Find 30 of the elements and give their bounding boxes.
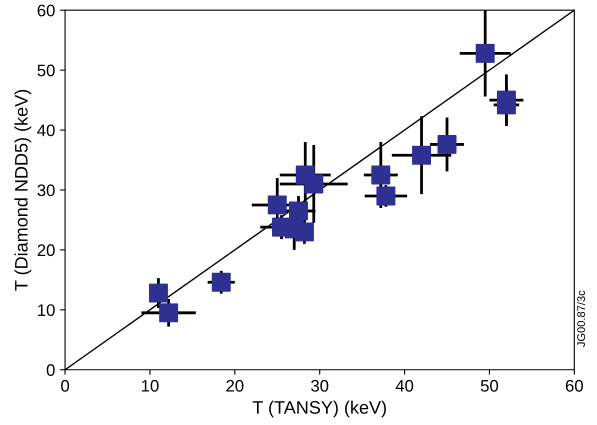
point [376, 186, 396, 206]
x-tick-label: 20 [226, 380, 244, 392]
point [304, 174, 324, 194]
x-tick-label: 50 [480, 380, 498, 392]
point [268, 195, 287, 214]
x-tick-label: 30 [311, 380, 328, 392]
x-tick-label: 0 [61, 380, 70, 392]
y-tick-label: 60 [38, 4, 55, 16]
y-tick-label: 0 [46, 364, 55, 376]
point [371, 166, 390, 184]
point [438, 134, 456, 154]
x-tick-label: 60 [566, 380, 583, 392]
point [412, 146, 432, 165]
point [288, 201, 308, 220]
y-tick-label: 50 [37, 64, 55, 76]
y-tick-label: 20 [38, 244, 55, 256]
y-axis-title: T (Diamond NDD5) (keV) [14, 90, 32, 291]
y-tick-label: 10 [38, 304, 55, 316]
text: JG00.87/3c [576, 290, 586, 347]
x-axis-title: T (TANSY) (keV) [252, 400, 386, 418]
x-tick-label: 40 [396, 380, 414, 392]
y-tick-label: 40 [37, 124, 55, 136]
point [496, 95, 516, 114]
point [148, 284, 168, 303]
point [159, 303, 178, 322]
x-tick-label: 10 [142, 380, 159, 392]
point [294, 222, 314, 242]
point [212, 272, 231, 292]
point [476, 44, 495, 63]
y-tick-label: 30 [37, 184, 55, 196]
